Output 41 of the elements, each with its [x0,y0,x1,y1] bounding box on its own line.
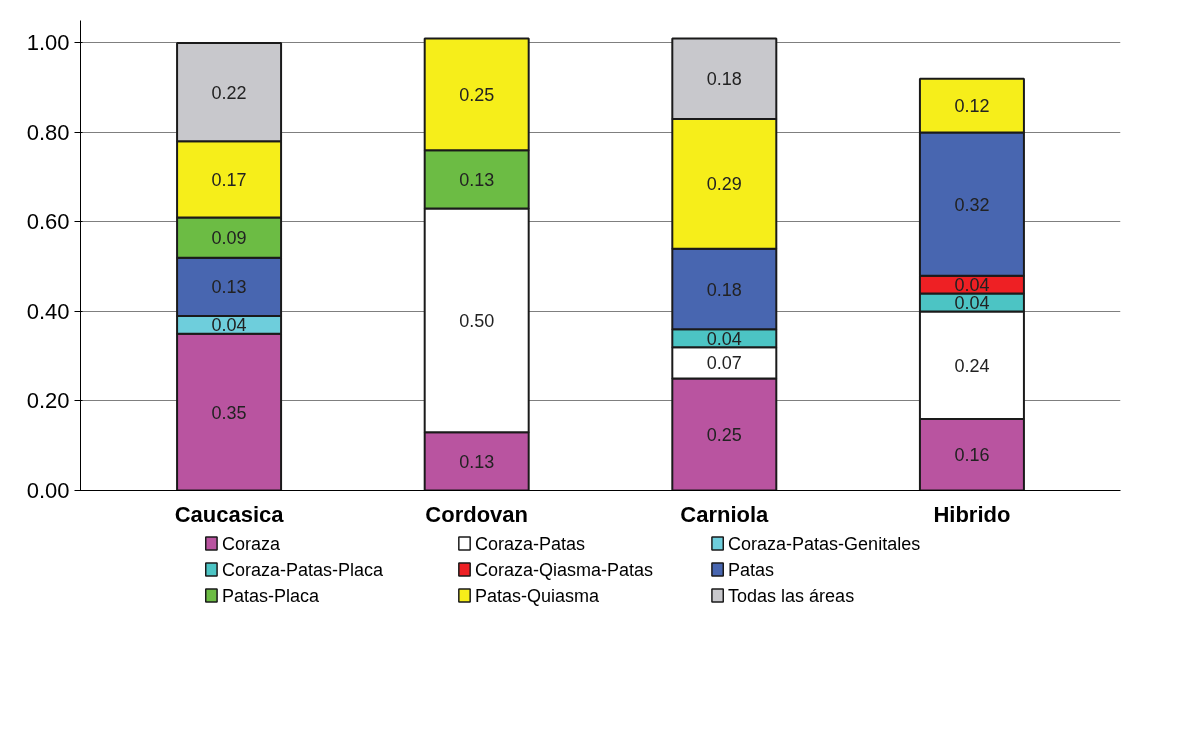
data-label: 0.13 [459,169,495,190]
data-label: 0.29 [706,174,742,195]
legend-label: Coraza-Patas-Placa [221,559,384,580]
data-label: 0.25 [459,84,495,105]
legend-label: Patas-Placa [221,585,320,606]
data-label: 0.24 [954,355,990,376]
data-label: 0.35 [211,402,247,423]
legend-label: Patas-Quiasma [474,585,601,606]
data-label: 0.04 [211,315,247,336]
data-label: 0.13 [459,451,495,472]
x-tick-label: Caucasica [174,501,285,527]
data-label: 0.22 [211,82,247,103]
x-tick-label: Carniola [680,501,770,527]
y-tick-label: 0.20 [26,388,70,414]
y-tick-label: 0.00 [26,478,70,503]
y-tick-label: 0.80 [26,119,70,145]
x-tick-label: Hibrido [933,501,1011,527]
data-label: 0.17 [211,169,247,190]
data-label: 0.32 [954,194,990,215]
legend-label: Coraza-Patas [474,533,586,554]
data-label: 0.18 [706,279,742,300]
legend-label: Coraza-Patas-Genitales [728,533,921,554]
data-label: 0.18 [706,69,742,90]
x-tick-label: Cordovan [425,501,529,527]
legend-label: Todas las áreas [728,585,855,606]
y-tick-label: 1.00 [26,30,70,56]
data-label: 0.04 [954,275,990,296]
legend-label: Coraza [221,533,281,554]
data-label: 0.04 [954,293,990,313]
legend-label: Coraza-Qiasma-Patas [474,559,654,580]
legend-label: Patas [728,559,775,580]
y-tick-label: 0.60 [26,209,70,235]
data-label: 0.25 [706,425,742,446]
data-label: 0.50 [459,310,495,331]
data-label: 0.12 [954,96,990,117]
data-label: 0.13 [211,277,247,298]
data-label: 0.09 [211,228,247,249]
y-tick-label: 0.40 [26,298,70,324]
data-label: 0.16 [954,445,990,466]
data-label: 0.07 [706,353,742,374]
data-label: 0.04 [706,328,742,349]
